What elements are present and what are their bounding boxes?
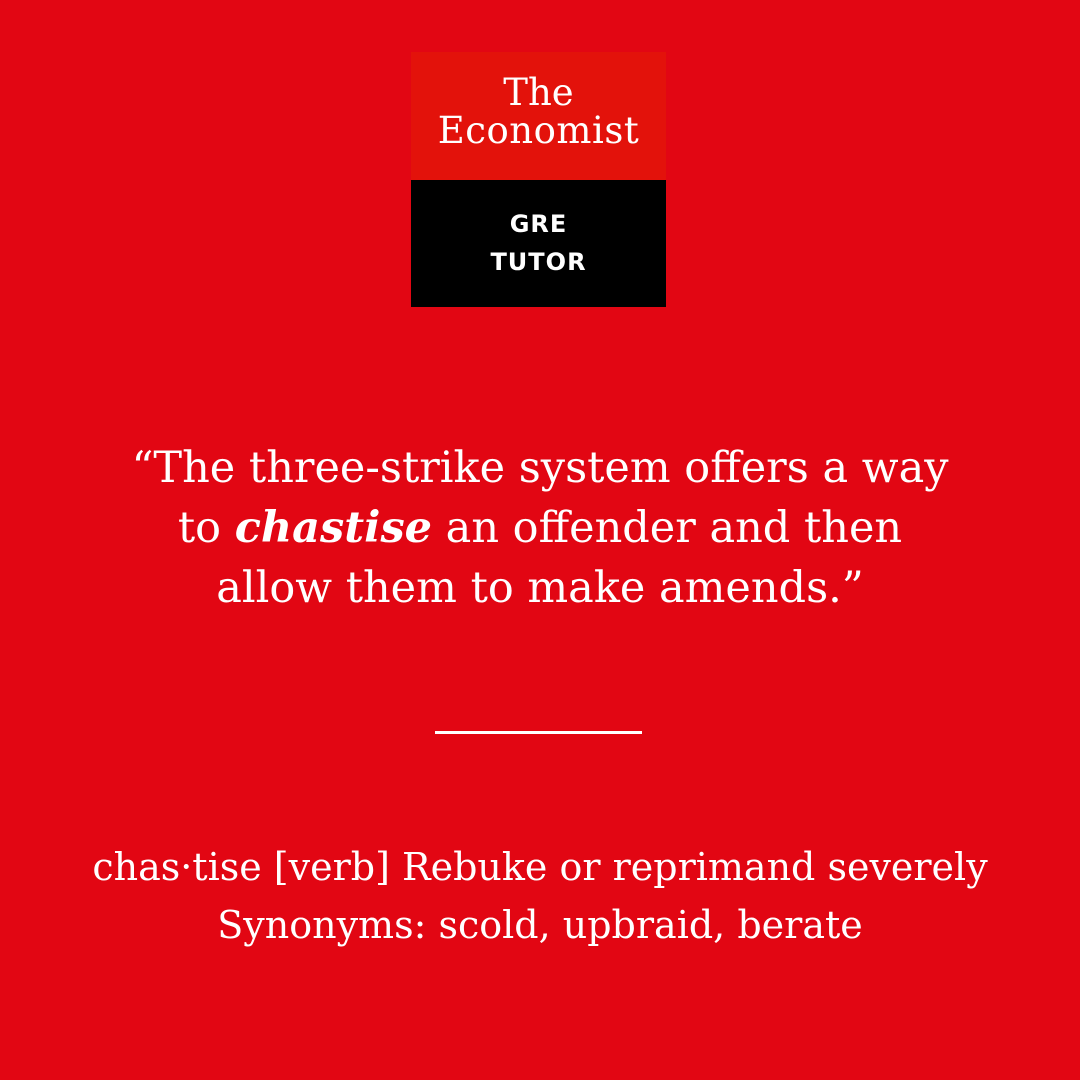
quote-text-after: an offender and then [432,503,903,553]
quote-line-3: allow them to make amends.” [216,563,864,613]
badge-line-tutor: TUTOR [490,248,587,276]
definition-block: chas·tise [verb] Rebuke or reprimand sev… [30,838,1050,954]
economist-gre-tutor-logo: The Economist GRE TUTOR [411,52,666,307]
logo-line-economist: Economist [437,109,640,152]
quote-line-2: to chastise an offender and then [60,498,1020,558]
definition-text: chas·tise [verb] Rebuke or reprimand sev… [92,845,988,889]
logo-brand-block: The Economist [411,52,666,180]
divider [435,731,642,734]
logo-badge-block: GRE TUTOR [411,180,666,307]
logo-line-the: The [503,71,574,114]
quote-text-before: to [177,503,235,553]
quote-line-1: “The three-strike system offers a way [131,443,949,493]
badge-line-gre: GRE [509,210,568,238]
synonyms-text: Synonyms: scold, upbraid, berate [217,903,863,947]
vocabulary-word: chastise [234,503,433,553]
example-quote: “The three-strike system offers a way to… [60,438,1020,618]
